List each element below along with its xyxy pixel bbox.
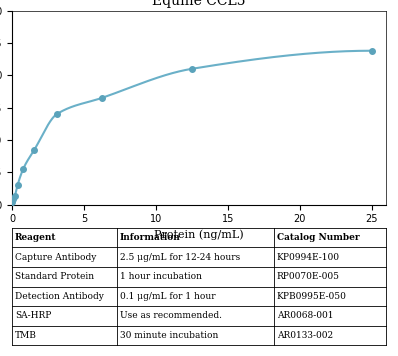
Text: 1 hour incubation: 1 hour incubation: [120, 272, 202, 281]
Text: Standard Protein: Standard Protein: [15, 272, 94, 281]
Text: Reagent: Reagent: [15, 233, 57, 242]
Text: SA-HRP: SA-HRP: [15, 312, 51, 320]
Text: 2.5 μg/mL for 12-24 hours: 2.5 μg/mL for 12-24 hours: [120, 253, 240, 262]
X-axis label: Protein (ng/mL): Protein (ng/mL): [154, 230, 244, 240]
Text: Use as recommended.: Use as recommended.: [120, 312, 222, 320]
Text: KPB0995E-050: KPB0995E-050: [277, 292, 347, 301]
Title: Equine CCL5: Equine CCL5: [152, 0, 246, 8]
Text: Catalog Number: Catalog Number: [277, 233, 359, 242]
Text: Capture Antibody: Capture Antibody: [15, 253, 96, 262]
Text: AR0068-001: AR0068-001: [277, 312, 333, 320]
Text: Detection Antibody: Detection Antibody: [15, 292, 104, 301]
Text: Information: Information: [120, 233, 180, 242]
Text: KP0994E-100: KP0994E-100: [277, 253, 340, 262]
Text: RP0070E-005: RP0070E-005: [277, 272, 340, 281]
Text: AR0133-002: AR0133-002: [277, 331, 333, 340]
Text: TMB: TMB: [15, 331, 37, 340]
Text: 30 minute incubation: 30 minute incubation: [120, 331, 218, 340]
Text: 0.1 μg/mL for 1 hour: 0.1 μg/mL for 1 hour: [120, 292, 215, 301]
